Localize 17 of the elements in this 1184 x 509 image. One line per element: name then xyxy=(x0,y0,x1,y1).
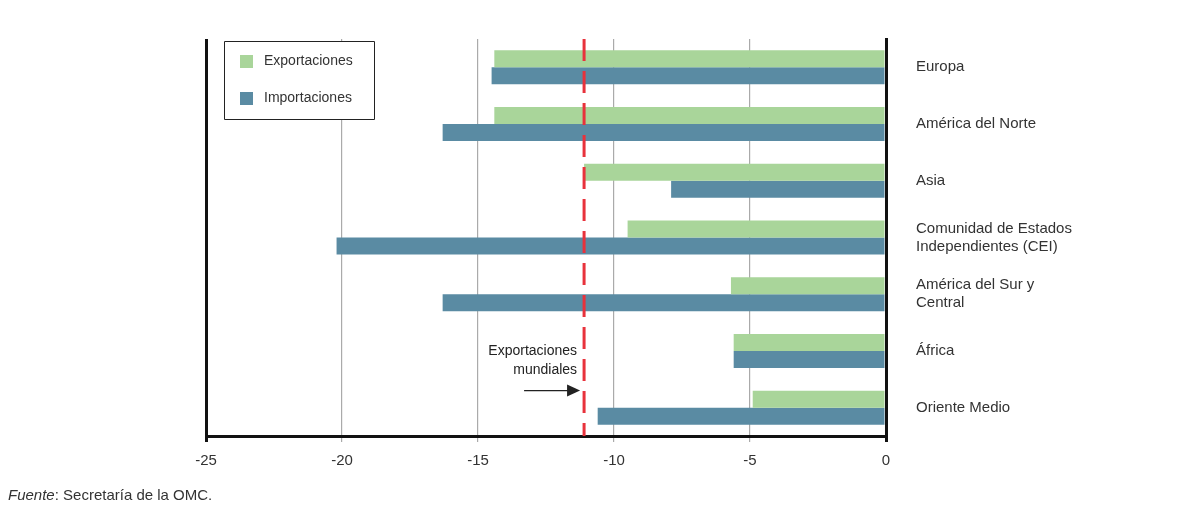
x-tick-label: -10 xyxy=(603,451,625,469)
x-tick-label: -15 xyxy=(467,451,489,469)
y-tick-label: Asia xyxy=(916,170,946,188)
y-tick-label: América del Norte xyxy=(916,114,1037,132)
ref-line-label: Exportaciones mundiales xyxy=(488,341,578,377)
y-tick-label: Oriente Medio xyxy=(916,397,1011,415)
legend-label: Exportaciones xyxy=(264,51,353,68)
source-note: Fuente: Secretaría de la OMC. xyxy=(8,486,214,503)
y-tick-label: Comunidad de Estados Independientes (CEI) xyxy=(916,218,1072,254)
y-tick-label: Europa xyxy=(916,57,966,75)
x-tick-label: -25 xyxy=(195,451,217,469)
y-tick-label: África xyxy=(916,341,955,359)
x-tick-label: -5 xyxy=(743,451,757,469)
x-tick-label: 0 xyxy=(881,451,891,469)
legend-label: Importaciones xyxy=(264,88,352,105)
y-tick-label: América del Sur y Central xyxy=(916,275,1035,311)
x-tick-label: -20 xyxy=(331,451,353,469)
